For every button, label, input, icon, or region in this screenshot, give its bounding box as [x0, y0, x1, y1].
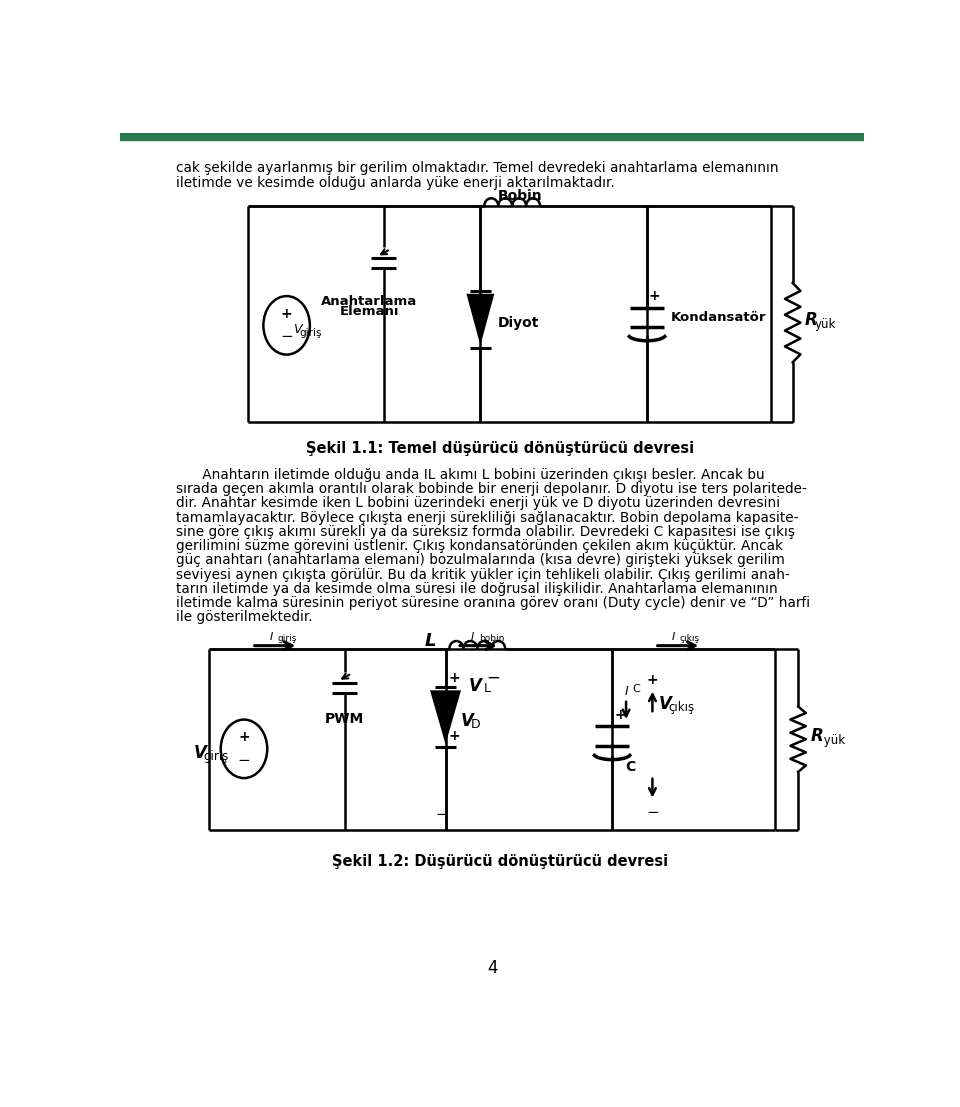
Text: iletimde ve kesimde olduğu anlarda yüke enerji aktarılmaktadır.: iletimde ve kesimde olduğu anlarda yüke …	[176, 176, 614, 190]
Text: I: I	[471, 632, 474, 642]
Text: PWM: PWM	[325, 712, 365, 726]
Text: seviyesi aynen çıkışta görülür. Bu da kritik yükler için tehlikeli olabilir. Çık: seviyesi aynen çıkışta görülür. Bu da kr…	[176, 568, 790, 581]
Text: I: I	[270, 632, 273, 642]
Text: −: −	[487, 669, 500, 687]
Text: giriş: giriş	[204, 751, 229, 763]
Text: −: −	[613, 752, 626, 767]
Text: tamamlayacaktır. Böylece çıkışta enerji sürekliliği sağlanacaktır. Bobin depolam: tamamlayacaktır. Böylece çıkışta enerji …	[176, 510, 799, 525]
Text: dir. Anahtar kesimde iken L bobini üzerindeki enerji yük ve D diyotu üzerinden d: dir. Anahtar kesimde iken L bobini üzeri…	[176, 496, 780, 510]
Text: L: L	[424, 632, 436, 650]
Text: I: I	[624, 684, 628, 697]
Text: V: V	[659, 695, 671, 713]
Text: −: −	[280, 330, 293, 344]
Text: I: I	[672, 632, 675, 642]
Text: +: +	[649, 289, 660, 303]
Text: +: +	[647, 673, 659, 686]
Text: +: +	[614, 708, 626, 722]
Text: R: R	[810, 727, 824, 745]
Text: 4: 4	[487, 960, 497, 977]
Text: yük: yük	[820, 734, 845, 747]
Text: V: V	[293, 323, 301, 337]
Text: giriş: giriş	[300, 328, 323, 338]
Text: Kondansatör: Kondansatör	[670, 311, 766, 324]
Text: bobin: bobin	[479, 634, 504, 643]
Bar	[120, 133, 864, 139]
Text: D: D	[470, 717, 480, 731]
Text: −: −	[435, 807, 448, 821]
Text: V: V	[194, 744, 206, 762]
Text: sırada geçen akımla orantılı olarak bobinde bir enerji depolanır. D diyotu ise t: sırada geçen akımla orantılı olarak bobi…	[176, 482, 806, 496]
Text: yük: yük	[814, 318, 836, 331]
Text: gerilimini süzme görevini üstlenir. Çıkış kondansatöründen çekilen akım küçüktür: gerilimini süzme görevini üstlenir. Çıkı…	[176, 539, 782, 554]
Text: +: +	[238, 731, 250, 744]
Text: çıkış: çıkış	[668, 701, 694, 714]
Text: Elemanı: Elemanı	[340, 304, 399, 318]
Text: +: +	[449, 671, 461, 685]
Text: −: −	[646, 805, 659, 820]
Text: V: V	[461, 712, 474, 731]
Text: −: −	[648, 333, 661, 349]
Polygon shape	[467, 293, 494, 345]
Text: +: +	[449, 728, 461, 743]
Polygon shape	[430, 691, 461, 744]
Text: Şekil 1.1: Temel düşürücü dönüştürücü devresi: Şekil 1.1: Temel düşürücü dönüştürücü de…	[305, 441, 694, 456]
Text: tarın iletimde ya da kesimde olma süresi ile doğrusal ilişkilidir. Anahtarlama e: tarın iletimde ya da kesimde olma süresi…	[176, 582, 778, 596]
Text: cak şekilde ayarlanmış bir gerilim olmaktadır. Temel devredeki anahtarlama elema: cak şekilde ayarlanmış bir gerilim olmak…	[176, 162, 779, 175]
Text: −: −	[238, 753, 251, 768]
Text: ile gösterilmektedir.: ile gösterilmektedir.	[176, 610, 312, 624]
Text: L: L	[484, 682, 491, 695]
Text: Anahtarın iletimde olduğu anda IL akımı L bobini üzerinden çıkışı besler. Ancak : Anahtarın iletimde olduğu anda IL akımı …	[176, 468, 764, 482]
Text: Diyot: Diyot	[497, 317, 539, 330]
Text: R: R	[805, 311, 818, 329]
Text: giriş: giriş	[277, 634, 297, 643]
Text: Anahtarlama: Anahtarlama	[322, 294, 418, 308]
Text: +: +	[281, 307, 293, 321]
Text: C: C	[633, 684, 640, 694]
Text: Bobin: Bobin	[497, 189, 542, 203]
Text: C: C	[626, 761, 636, 774]
Text: güç anahtarı (anahtarlama elemanı) bozulmalarında (kısa devre) girişteki yüksek : güç anahtarı (anahtarlama elemanı) bozul…	[176, 554, 784, 567]
Text: sine göre çıkış akımı sürekli ya da süreksiz formda olabilir. Devredeki C kapasi: sine göre çıkış akımı sürekli ya da süre…	[176, 525, 795, 539]
Text: iletimde kalma süresinin periyot süresine oranına görev oranı (Duty cycle) denir: iletimde kalma süresinin periyot süresin…	[176, 596, 810, 610]
Text: çıkış: çıkış	[680, 634, 700, 643]
Text: Şekil 1.2: Düşürücü dönüştürücü devresi: Şekil 1.2: Düşürücü dönüştürücü devresi	[332, 853, 668, 869]
Text: V: V	[468, 676, 481, 695]
